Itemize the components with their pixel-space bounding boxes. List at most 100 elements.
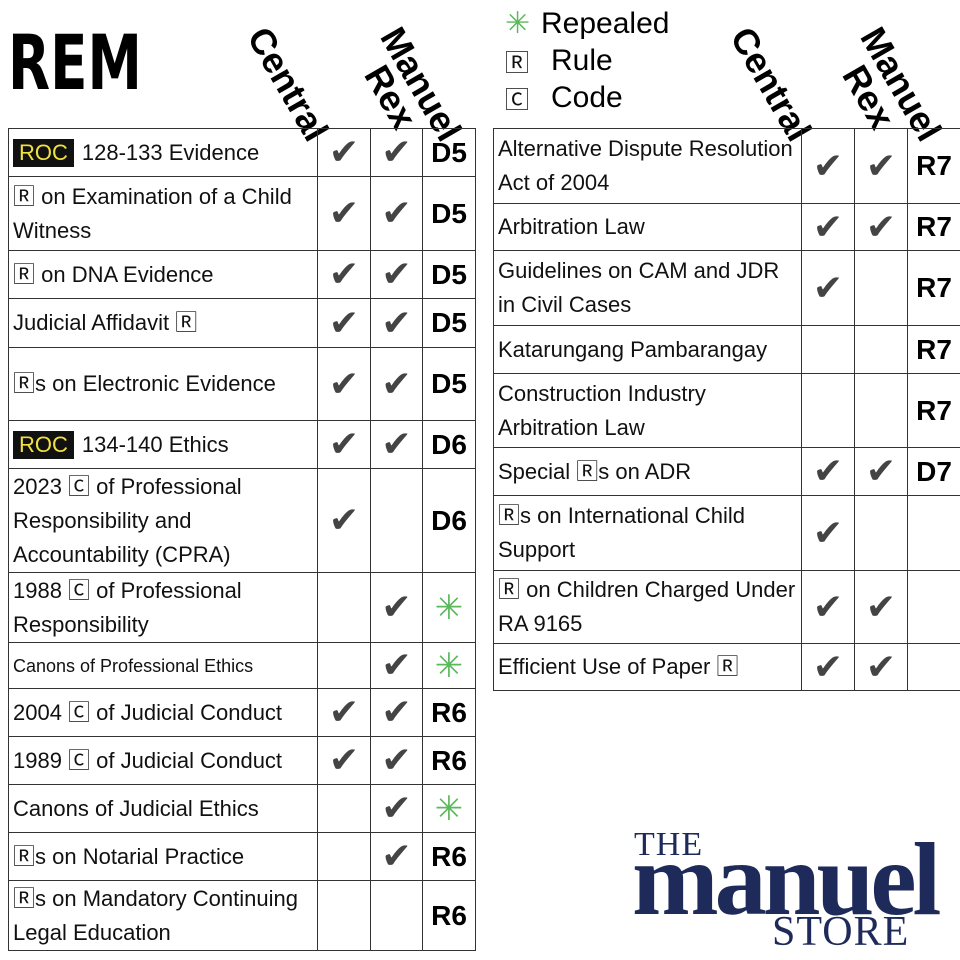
rex-value: ✔ [865, 145, 897, 187]
cell: ✔ [370, 298, 423, 348]
cell: R6 [422, 832, 476, 881]
rex-value: ✔ [381, 254, 412, 295]
cell: ✔ [317, 298, 371, 348]
legend-item: 🄲 Code [505, 80, 623, 115]
cell: ✔ [854, 643, 908, 691]
cell: ✔ [370, 250, 423, 299]
row-title-cell: 1989 🄲 of Judicial Conduct [8, 736, 318, 785]
row-title: 🅁s on Mandatory Continuing Legal Educati… [13, 882, 313, 950]
central-value: ✔ [812, 451, 844, 492]
central-value: ✔ [812, 145, 844, 187]
cell: ✔ [370, 176, 423, 251]
legend-item: 🅁 Rule [505, 43, 613, 78]
cell: R6 [422, 880, 476, 951]
rex-value: ✔ [381, 587, 412, 628]
cell: D5 [422, 298, 476, 348]
central-value: ✔ [328, 692, 360, 733]
cell: ✔ [317, 347, 371, 421]
central-value: ✔ [328, 132, 360, 173]
row-title: Guidelines on CAM and JDR in Civil Cases [498, 254, 797, 322]
row-title: 🅁s on Electronic Evidence [13, 367, 276, 401]
cell [907, 570, 960, 644]
cell [317, 832, 371, 881]
title-text: Judicial Affidavit 🅁 [13, 310, 198, 335]
manuel-value: ✳ [434, 645, 464, 686]
cell: D5 [422, 347, 476, 421]
cell [317, 642, 371, 689]
row-title: Canons of Judicial Ethics [13, 792, 259, 826]
cell: D6 [422, 420, 476, 469]
title-text: 🅁 on Examination of a Child Witness [13, 183, 292, 243]
title-text: Canons of Judicial Ethics [13, 795, 259, 821]
manuel-value: ✳ [434, 788, 464, 829]
row-title-cell: Canons of Professional Ethics [8, 642, 318, 689]
manuel-value: D7 [916, 455, 952, 487]
cell: R7 [907, 128, 960, 204]
logo-middle: manuel [632, 822, 941, 937]
cell: ✔ [317, 128, 371, 177]
row-title-cell: Construction Industry Arbitration Law [493, 373, 802, 448]
cell: ✔ [317, 420, 371, 469]
row-title-cell: 🅁s on Notarial Practice [8, 832, 318, 881]
manuel-value: R6 [431, 840, 467, 872]
row-title: Judicial Affidavit 🅁 [13, 306, 197, 340]
legend-symbol: 🄲 [505, 86, 529, 114]
row-title: Special 🅁s on ADR [498, 455, 691, 489]
cell: R7 [907, 373, 960, 448]
title-text: 128-133 Evidence [81, 139, 260, 165]
badge: ROC [13, 138, 74, 167]
row-title: Alternative Dispute Resolution Act of 20… [498, 132, 797, 200]
row-title: 2004 🄲 of Judicial Conduct [13, 696, 282, 730]
rex-value: ✔ [865, 646, 897, 688]
title-text: Guidelines on CAM and JDR in Civil Cases [498, 258, 780, 317]
row-title: Construction Industry Arbitration Law [498, 377, 797, 445]
row-title-cell: 🅁 on Children Charged Under RA 9165 [493, 570, 802, 644]
cell [317, 572, 371, 643]
title-text: Special 🅁s on ADR [498, 458, 692, 484]
cell: D5 [422, 250, 476, 299]
cell [907, 495, 960, 571]
badge: ROC [13, 430, 74, 459]
row-title: 🅁s on International Child Support [498, 499, 797, 567]
cell: ✳ [422, 784, 476, 833]
manuel-value: D5 [431, 368, 467, 399]
central-value: ✔ [328, 424, 360, 465]
cell: R6 [422, 688, 476, 737]
legend-symbol: ✳ [505, 6, 531, 41]
title-text: 🅁 on Children Charged Under RA 9165 [498, 577, 796, 636]
row-title: 🅁 on Children Charged Under RA 9165 [498, 573, 797, 641]
title-text: 1989 🄲 of Judicial Conduct [13, 747, 283, 773]
cell [317, 880, 371, 951]
title-text: 🅁s on Notarial Practice [13, 843, 245, 869]
central-value: ✔ [812, 267, 844, 309]
cell [370, 468, 423, 573]
rex-value: ✔ [381, 132, 412, 173]
cell: ✔ [854, 203, 908, 251]
cell: ✳ [422, 572, 476, 643]
rex-value: ✔ [381, 788, 412, 829]
cell: ✳ [422, 642, 476, 689]
row-title-cell: Canons of Judicial Ethics [8, 784, 318, 833]
row-title: Canons of Professional Ethics [13, 649, 253, 683]
row-title: 1988 🄲 of Professional Responsibility [13, 574, 313, 642]
cell [854, 250, 908, 326]
legend-label: Code [551, 80, 623, 114]
row-title-cell: Judicial Affidavit 🅁 [8, 298, 318, 348]
logo-bottom: STORE [772, 909, 910, 955]
row-title: ROC 128-133 Evidence [13, 136, 259, 170]
cell: ✔ [370, 572, 423, 643]
cell: ✔ [370, 420, 423, 469]
rex-value: ✔ [381, 836, 412, 877]
title-text: Efficient Use of Paper 🅁 [498, 654, 739, 679]
manuel-value: R6 [431, 696, 467, 728]
rex-value: ✔ [865, 206, 897, 248]
rex-value: ✔ [381, 692, 412, 733]
title-text: 🅁s on Electronic Evidence [13, 371, 276, 396]
central-value: ✔ [328, 740, 360, 781]
manuel-value: R7 [916, 272, 952, 303]
row-title-cell: 🅁s on Electronic Evidence [8, 347, 318, 421]
row-title: 1989 🄲 of Judicial Conduct [13, 744, 282, 778]
manuel-value: R7 [916, 333, 952, 365]
cell: D6 [422, 468, 476, 573]
